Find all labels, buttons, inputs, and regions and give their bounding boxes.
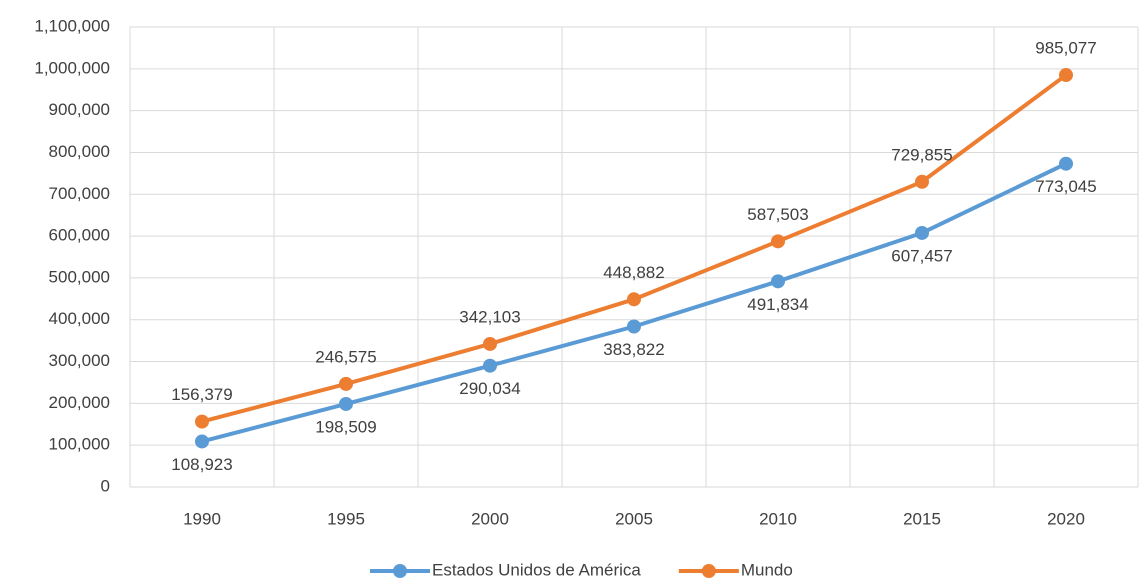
data-point: [771, 274, 785, 289]
legend-marker: [393, 564, 407, 578]
x-tick-label: 2005: [615, 509, 653, 528]
data-point: [195, 414, 209, 429]
data-label: 108,923: [171, 455, 232, 474]
y-tick-label: 800,000: [49, 142, 110, 161]
y-tick-label: 700,000: [49, 184, 110, 203]
legend-marker: [701, 564, 716, 578]
data-label: 587,503: [747, 205, 808, 224]
x-tick-label: 2010: [759, 509, 797, 528]
data-label: 290,034: [459, 379, 520, 398]
y-tick-label: 300,000: [49, 351, 110, 370]
y-tick-label: 1,000,000: [34, 58, 110, 77]
data-label: 342,103: [459, 307, 520, 326]
data-point: [1059, 68, 1073, 83]
data-point: [1059, 156, 1073, 171]
data-point: [915, 225, 929, 240]
y-tick-label: 600,000: [49, 226, 110, 245]
data-point: [339, 376, 353, 391]
legend-label: Estados Unidos de América: [432, 560, 641, 579]
data-label: 448,882: [603, 263, 664, 282]
y-tick-label: 900,000: [49, 100, 110, 119]
y-tick-label: 200,000: [49, 393, 110, 412]
data-point: [627, 292, 641, 307]
y-tick-label: 0: [101, 476, 110, 495]
y-tick-label: 500,000: [49, 267, 110, 286]
data-label: 773,045: [1035, 177, 1096, 196]
data-point: [195, 434, 209, 449]
data-point: [339, 396, 353, 411]
data-label: 156,379: [171, 385, 232, 404]
data-point: [915, 174, 929, 189]
data-label: 383,822: [603, 340, 664, 359]
x-tick-label: 2000: [471, 509, 509, 528]
legend-label: Mundo: [741, 560, 793, 579]
data-point: [483, 358, 497, 373]
x-tick-label: 2015: [903, 509, 941, 528]
x-tick-label: 1990: [183, 509, 221, 528]
data-label: 985,077: [1035, 39, 1096, 58]
data-label: 198,509: [315, 417, 376, 436]
y-tick-label: 100,000: [49, 435, 110, 454]
y-tick-label: 1,100,000: [34, 16, 110, 35]
data-point: [771, 234, 785, 249]
x-tick-label: 1995: [327, 509, 365, 528]
data-label: 607,457: [891, 246, 952, 265]
data-label: 246,575: [315, 347, 376, 366]
data-point: [483, 336, 497, 351]
data-label: 491,834: [747, 295, 808, 314]
data-point: [627, 319, 641, 334]
data-label: 729,855: [891, 145, 952, 164]
y-tick-label: 400,000: [49, 309, 110, 328]
x-tick-label: 2020: [1047, 509, 1085, 528]
